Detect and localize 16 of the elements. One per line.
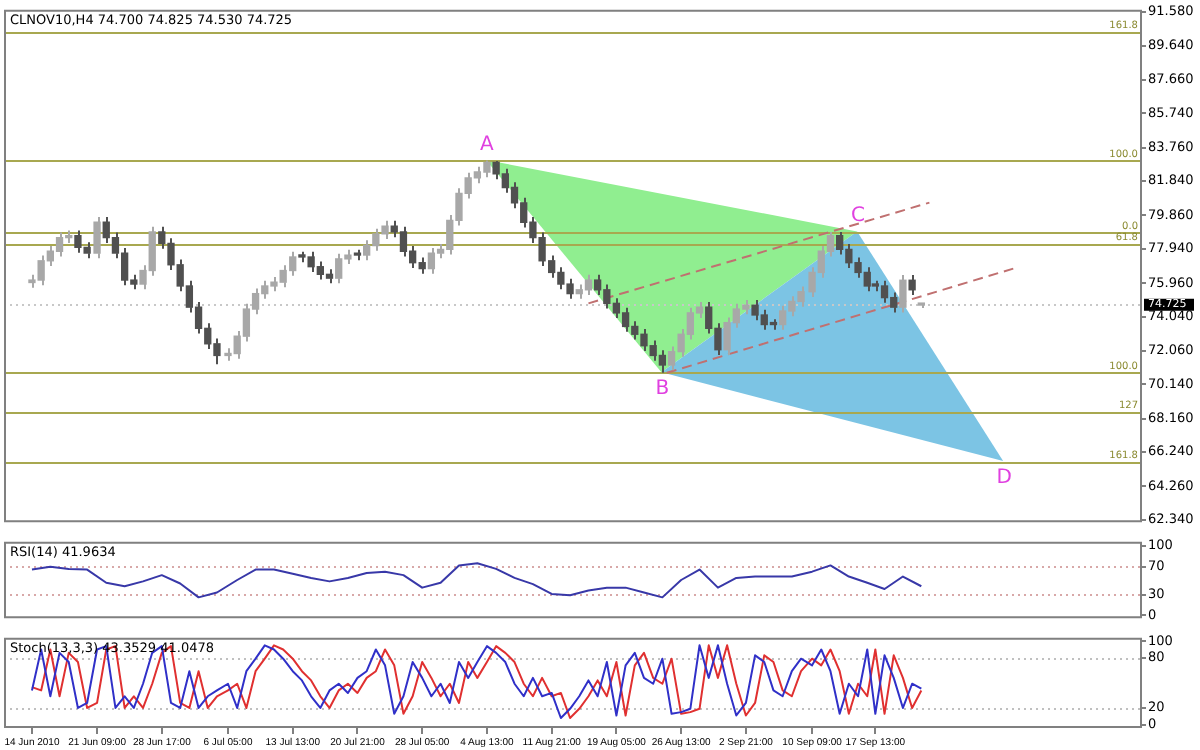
candlestick [908,274,916,297]
candlestick [593,273,602,297]
candlestick [621,306,630,333]
candlestick [899,274,907,314]
annotation: D [996,466,1013,489]
candlestick [917,302,925,310]
candlestick [93,216,101,260]
annotation: B [655,378,670,401]
candlestick [427,246,436,275]
annotation: C [851,205,866,228]
candlestick [399,225,408,258]
candlestick [658,349,667,374]
annotation: A [480,133,495,156]
candlestick [55,231,64,258]
candlestick [880,279,889,304]
candlestick [584,273,593,297]
